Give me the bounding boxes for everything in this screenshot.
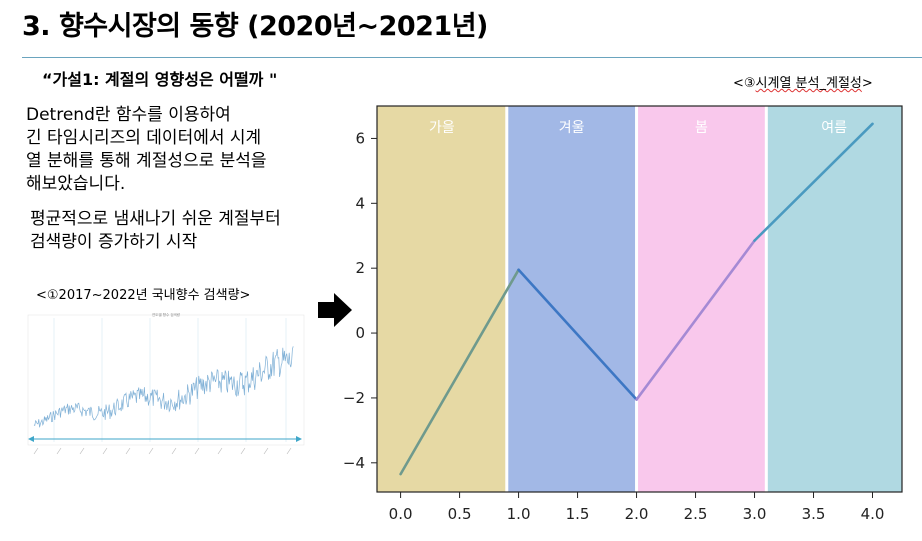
x-tick-label: 2.5: [684, 505, 708, 523]
chart-caption-suffix: >: [861, 76, 873, 91]
thumbnail-series-line: [33, 346, 294, 428]
x-tick-label: 2.0: [625, 505, 649, 523]
plot-frame: [376, 105, 903, 493]
thumbnail-x-tick: [56, 447, 62, 455]
y-tick-label: 4: [355, 194, 365, 212]
seasonality-chart-svg: 가을 겨울 봄 여름 0.0 0.5 1.0 1.5 2.0 2.5 3.0 3.5 4.0 −4 −2…: [343, 105, 903, 523]
trend-arrow-right-head: [296, 436, 302, 442]
season-label: 가을: [429, 120, 455, 136]
season-band: [766, 106, 902, 492]
thumbnail-frame: [27, 314, 305, 446]
arrow-right-icon: [316, 290, 356, 330]
x-tick-label: 0.5: [448, 505, 472, 523]
x-tick-label: 1.0: [507, 505, 531, 523]
thumbnail-x-tick: [194, 447, 200, 455]
data-point: [635, 398, 638, 401]
series-segment: [399, 268, 520, 476]
season-label: 봄: [695, 120, 708, 136]
x-tick-label: 3.0: [743, 505, 767, 523]
y-tick-label: −2: [343, 389, 365, 407]
y-tick-label: 6: [355, 129, 365, 147]
chart-caption-body: 시계열 분석_계절성: [755, 76, 862, 91]
thumbnail-x-tick: [263, 447, 269, 455]
season-label: 겨울: [559, 120, 585, 136]
series-segment: [517, 268, 638, 401]
chart-caption: <③시계열 분석_계절성>: [733, 72, 873, 91]
slide-title: 3. 향수시장의 동향 (2020년~2021년): [22, 11, 488, 42]
insight-paragraph: 평균적으로 냄새나기 쉬운 계절부터 검색량이 증가하기 시작: [30, 209, 281, 252]
season-bands: [377, 106, 902, 492]
thumbnail-title: 연도별 향수 검색량: [152, 312, 181, 317]
thumbnail-x-tick: [102, 447, 108, 455]
season-label: 여름: [821, 120, 847, 136]
seasonality-series: [399, 122, 874, 476]
data-point: [399, 473, 402, 475]
series-segment: [753, 122, 874, 242]
x-tick-label: 0.0: [389, 505, 413, 523]
season-band: [377, 106, 507, 492]
y-axis: −4 −2 0 2 4 6: [343, 129, 377, 472]
x-tick-label: 4.0: [861, 505, 885, 523]
y-tick-label: 2: [355, 259, 365, 277]
thumbnail-x-tick: [171, 447, 177, 455]
thumbnail-x-tick: [79, 447, 85, 455]
thumbnail-trend-arrow: [28, 436, 302, 442]
title-divider: [22, 57, 922, 58]
x-axis: 0.0 0.5 1.0 1.5 2.0 2.5 3.0 3.5 4.0: [389, 492, 885, 523]
thumbnail-chart: 연도별 향수 검색량: [27, 312, 305, 455]
y-tick-label: −4: [343, 454, 365, 472]
series-segment: [635, 239, 756, 401]
season-labels: 가을 겨울 봄 여름: [429, 120, 847, 136]
data-point: [517, 269, 520, 271]
season-band: [636, 106, 767, 492]
data-point: [871, 123, 874, 125]
data-point: [753, 239, 756, 242]
search-volume-thumbnail: 연도별 향수 검색량: [16, 310, 306, 460]
x-tick-label: 3.5: [802, 505, 826, 523]
y-tick-label: 0: [355, 324, 365, 342]
thumbnail-x-ticks: [33, 447, 292, 455]
thumbnail-x-tick: [33, 447, 39, 455]
seasonality-chart: 가을 겨울 봄 여름 0.0 0.5 1.0 1.5 2.0 2.5 3.0 3.5 4.0 −4 −2…: [330, 95, 922, 537]
thumbnail-x-tick: [240, 447, 246, 455]
thumbnail-x-tick: [286, 447, 292, 455]
season-band: [506, 106, 637, 492]
hypothesis-heading: “가설1: 계절의 영향성은 어떨까 ": [42, 70, 278, 89]
thumbnail-x-tick: [148, 447, 154, 455]
thumbnail-x-tick: [125, 447, 131, 455]
thumbnail-year-lines: [53, 318, 287, 442]
thumbnail-x-tick: [217, 447, 223, 455]
chart-caption-prefix: <③: [733, 76, 756, 91]
trend-arrow-left-head: [28, 436, 34, 442]
x-tick-label: 1.5: [566, 505, 590, 523]
description-paragraph: Detrend란 함수를 이용하여 긴 타임시리즈의 데이터에서 시계 열 분해…: [26, 105, 267, 194]
thumbnail-caption: <①2017~2022년 국내향수 검색량>: [36, 288, 251, 303]
